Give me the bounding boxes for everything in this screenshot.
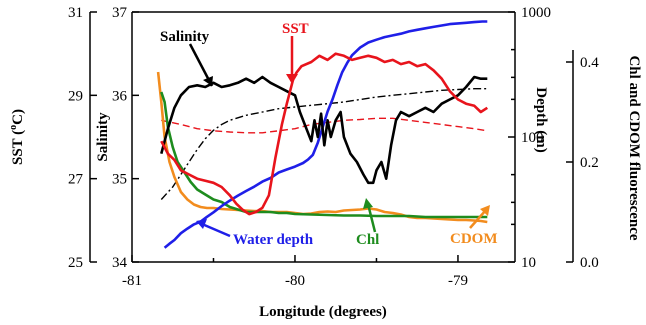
sst-axis-label-sup: o	[8, 125, 19, 130]
water-depth-arrow	[201, 222, 231, 238]
salinity-tick-label-2: 36	[112, 88, 128, 104]
fluorescence-tick-label-1: 0.2	[580, 155, 599, 171]
depth-tick-label-1: 100	[521, 130, 544, 146]
sst-arrow-head	[286, 74, 298, 84]
sst-axis-label-main: SST (	[10, 130, 26, 165]
salinity-tick-label-3: 37	[112, 5, 128, 21]
series-layer	[156, 20, 489, 249]
water-depth-arrow-head	[196, 219, 207, 229]
cdom-arrow	[469, 209, 487, 229]
chl-annotation: Chl	[356, 232, 379, 248]
depth-tick-label-0: 10	[521, 255, 536, 271]
cdom-annotation: CDOM	[450, 231, 498, 247]
depth-tick-label-2: 1000	[521, 5, 551, 21]
sst-axis-label: SST (oC)	[8, 109, 26, 165]
salinity-annotation: Salinity	[160, 29, 210, 45]
series-salinity-dash-line	[160, 88, 488, 200]
chl-arrow	[366, 203, 377, 233]
x-tick-label-0: -81	[122, 273, 142, 289]
annotation-arrows	[188, 36, 490, 238]
sst-tick-label-3: 31	[68, 5, 83, 21]
x-axis-label: Longitude (degrees)	[259, 304, 387, 320]
series-salinity-line	[160, 75, 488, 185]
salinity-axis-label: Salinity	[95, 112, 111, 162]
fluorescence-axis-label: Chl and CDOM fluorescence	[626, 55, 642, 240]
sst-tick-label-1: 27	[68, 172, 84, 188]
salinity-tick-label-0: 34	[112, 255, 128, 271]
cdom-arrow-head	[480, 205, 490, 216]
tick-layer: -81 -80 -79 25 27 29 31 34 35 36 37 10 100 1000 0.0 0.2…	[68, 5, 599, 289]
sst-tick-label-2: 29	[68, 88, 83, 104]
sst-axis-label-end: C)	[10, 109, 26, 125]
fluorescence-tick-label-2: 0.4	[580, 55, 599, 71]
x-tick-label-2: -79	[448, 273, 468, 289]
water-depth-annotation: Water depth	[233, 232, 314, 248]
chl-arrow-head	[363, 198, 373, 209]
depth-axis-label: Depth (m)	[533, 87, 549, 152]
sst-tick-label-0: 25	[68, 255, 83, 271]
fluorescence-tick-label-0: 0.0	[580, 255, 599, 271]
salinity-tick-label-1: 35	[112, 172, 127, 188]
x-tick-label-1: -80	[285, 273, 305, 289]
salinity-arrow-head	[203, 76, 213, 86]
series-sst-line	[160, 52, 489, 216]
sst-annotation: SST	[282, 21, 309, 37]
